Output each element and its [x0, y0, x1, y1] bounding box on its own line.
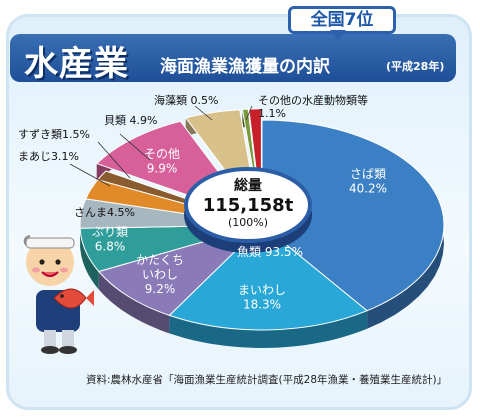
leader-line [97, 141, 131, 179]
year-note: (平成28年) [386, 60, 445, 73]
slice-label: さば類 40.2% [349, 167, 387, 195]
leader-line [119, 133, 151, 161]
leader-line [194, 105, 213, 121]
slice-label: まあじ3.1% [18, 150, 79, 163]
page-title: 水産業 [24, 44, 129, 84]
pie-slice-side [169, 310, 368, 348]
pie-slice [261, 119, 445, 312]
slice-label: さんま4.5% [74, 206, 135, 219]
slice-label: すずき類1.5% [18, 128, 90, 141]
total-percent: (100%) [228, 216, 268, 229]
leader-line [245, 105, 253, 121]
title-ribbon [10, 34, 456, 82]
slice-label: その他の水産動物類等 1.1% [258, 93, 368, 120]
total-label: 総量 [234, 177, 262, 194]
slice-label: まいわし 18.3% [238, 283, 286, 311]
source-note: 資料:農林水産省「海面漁業生産統計調査(平成28年漁業・養殖業生産統計)」 [86, 374, 448, 386]
fisherman-mascot-icon [23, 235, 94, 354]
total-center: 総量 115,158t (100%) [184, 167, 312, 253]
slice-label: 貝類 4.9% [104, 114, 157, 127]
pie-slice [168, 224, 369, 331]
total-value: 115,158t [203, 195, 294, 216]
badge-pointer [330, 30, 346, 40]
pie-slice-side [98, 271, 170, 334]
fish-group-label: 魚類 93.5% [237, 245, 303, 259]
slice-label: かたくちいわし 9.2% [136, 253, 184, 296]
slice-label: その他 9.9% [144, 147, 180, 175]
slice-label: ぶり類 6.8% [92, 225, 128, 253]
slice-label: 海藻類 0.5% [154, 93, 218, 107]
chart-subtitle: 海面漁業漁獲量の内訳 [160, 57, 330, 77]
leader-line [69, 163, 111, 187]
